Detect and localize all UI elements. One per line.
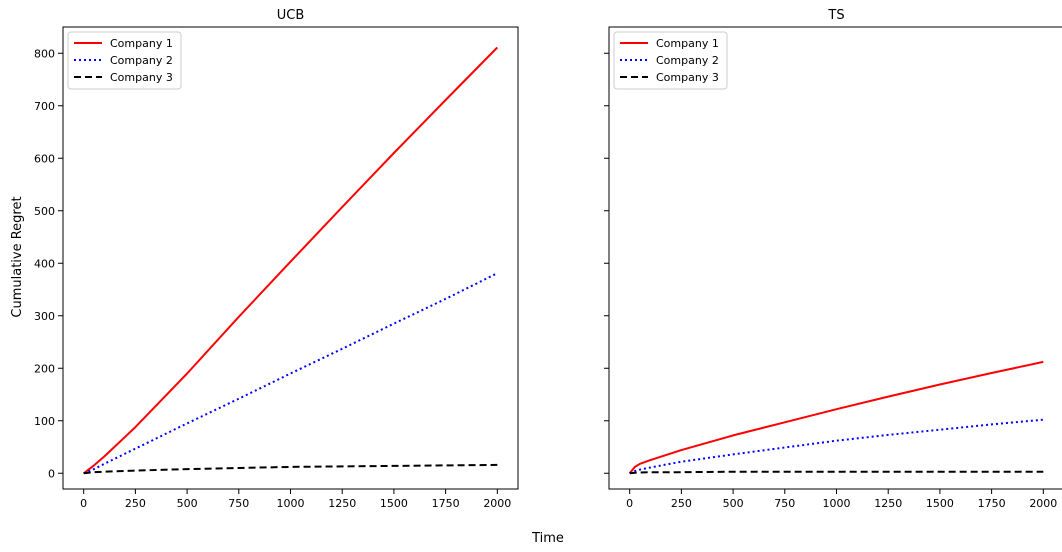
legend-label: Company 1 xyxy=(656,37,719,50)
x-tick-label: 1250 xyxy=(328,497,356,510)
legend-label: Company 2 xyxy=(110,54,173,67)
x-tick-label: 2000 xyxy=(1029,497,1057,510)
series-line-company-1 xyxy=(83,46,499,475)
legend-box xyxy=(613,31,728,90)
series-line-company-1 xyxy=(628,360,1044,474)
legend-label: Company 2 xyxy=(656,54,719,67)
series-line-company-2 xyxy=(83,272,498,475)
series-line-company-2 xyxy=(629,418,1044,475)
legend-label: Company 3 xyxy=(656,71,719,84)
series-line-company-3 xyxy=(83,463,498,475)
y-tick-label: 600 xyxy=(34,152,55,165)
x-tick-label: 1750 xyxy=(978,497,1006,510)
x-tick-label: 500 xyxy=(723,497,744,510)
x-tick-label: 500 xyxy=(177,497,198,510)
y-tick-label: 400 xyxy=(34,257,55,270)
x-tick-label: 1000 xyxy=(823,497,851,510)
x-tick-label: 1000 xyxy=(277,497,305,510)
panel-title: UCB xyxy=(277,8,305,23)
y-axis-title: Cumulative Regret xyxy=(10,196,25,317)
legend-label: Company 3 xyxy=(110,71,173,84)
y-tick-label: 200 xyxy=(34,362,55,375)
x-tick-label: 1500 xyxy=(380,497,408,510)
y-tick-label: 500 xyxy=(34,205,55,218)
x-tick-label: 2000 xyxy=(483,497,511,510)
x-tick-label: 1250 xyxy=(874,497,902,510)
y-tick-label: 0 xyxy=(48,467,55,480)
y-tick-label: 700 xyxy=(34,100,55,113)
x-axis-title: Time xyxy=(531,531,564,546)
x-tick-label: 250 xyxy=(671,497,692,510)
x-tick-label: 0 xyxy=(80,497,87,510)
legend-box xyxy=(67,31,182,90)
y-tick-label: 100 xyxy=(34,415,55,428)
plot-panel-ucb: UCB 0 250 500 750 1000 1250 1500 1750 2000 0 100 200… xyxy=(34,8,519,510)
legend-label: Company 1 xyxy=(110,37,173,50)
plot-frame xyxy=(62,26,519,490)
panel-title: TS xyxy=(827,8,844,23)
y-tick-label: 300 xyxy=(34,310,55,323)
series-line-company-3 xyxy=(629,470,1044,475)
x-tick-label: 750 xyxy=(228,497,249,510)
plot-frame xyxy=(608,26,1062,490)
x-tick-label: 1500 xyxy=(926,497,954,510)
x-tick-label: 0 xyxy=(626,497,633,510)
x-tick-label: 750 xyxy=(774,497,795,510)
x-tick-label: 250 xyxy=(125,497,146,510)
plot-panel-ts: TS 0 250 500 750 1000 1250 1500 1750 2000 Company … xyxy=(604,8,1062,510)
x-tick-label: 1750 xyxy=(432,497,460,510)
y-tick-label: 800 xyxy=(34,47,55,60)
